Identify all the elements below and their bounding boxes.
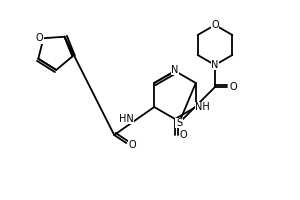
Text: S: S <box>176 118 182 128</box>
Text: N: N <box>211 60 219 70</box>
Text: O: O <box>36 33 43 43</box>
Text: O: O <box>229 82 237 92</box>
Text: O: O <box>211 20 219 30</box>
Text: O: O <box>128 140 136 150</box>
Text: O: O <box>179 130 187 140</box>
Text: N: N <box>171 65 179 75</box>
Text: NH: NH <box>195 102 210 112</box>
Text: S: S <box>176 118 182 128</box>
Text: HN: HN <box>119 114 134 124</box>
